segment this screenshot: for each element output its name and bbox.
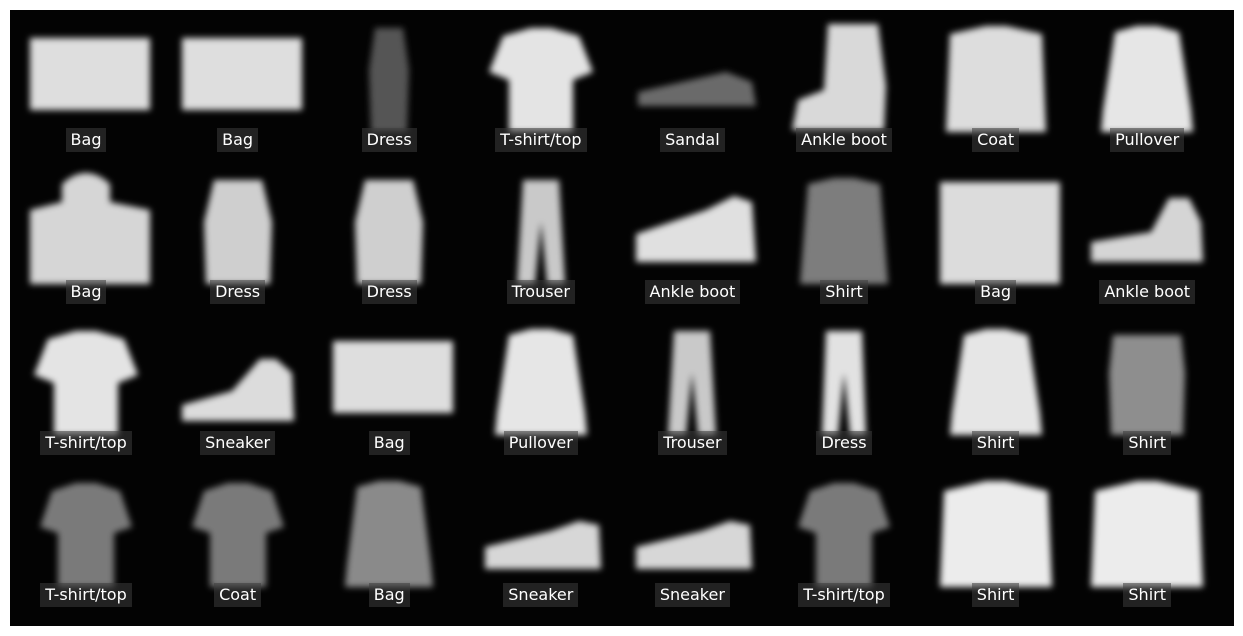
garment-shape: [516, 179, 565, 284]
thumbnail-cell: Bag: [920, 162, 1072, 314]
garment-image: [1109, 335, 1186, 435]
garment-image: [488, 28, 593, 132]
thumbnail-cell: T-shirt/top: [768, 465, 920, 617]
garment-shape: [494, 329, 587, 435]
garment-shape: [636, 195, 757, 262]
thumbnail-cell: Coat: [920, 10, 1072, 162]
thumbnail-cell: Shirt: [1071, 465, 1223, 617]
garment-image: [668, 331, 717, 435]
garment-image: [30, 38, 150, 110]
garment-image: [203, 179, 272, 284]
garment-shape: [800, 177, 888, 284]
garment-image: [1091, 197, 1204, 262]
thumbnail-cell: Dress: [313, 10, 465, 162]
garment-shape: [636, 520, 753, 569]
thumbnail-cell: Shirt: [1071, 313, 1223, 465]
garment-image: [636, 195, 757, 262]
garment-shape: [30, 38, 150, 110]
thumbnail-cell: Trouser: [616, 313, 768, 465]
thumbnail-cell: Sandal: [616, 10, 768, 162]
garment-shape: [355, 179, 424, 284]
garment-image: [949, 329, 1042, 435]
garment-shape: [939, 480, 1052, 587]
garment-image: [939, 181, 1060, 284]
thumbnail-cell: Shirt: [920, 465, 1072, 617]
garment-image: [822, 331, 866, 435]
garment-shape: [203, 179, 272, 284]
thumbnail-cell: Ankle boot: [1071, 162, 1223, 314]
thumbnail-cell: Pullover: [465, 313, 617, 465]
thumbnail-cell: Ankle boot: [768, 10, 920, 162]
garment-image: [638, 72, 757, 106]
thumbnail-cell: Ankle boot: [616, 162, 768, 314]
thumbnail-cell: Dress: [313, 162, 465, 314]
garment-image: [30, 172, 150, 284]
garment-shape: [638, 72, 757, 106]
thumbnail-cell: Coat: [162, 465, 314, 617]
garment-image: [494, 329, 587, 435]
thumbnail-cell: Dress: [768, 313, 920, 465]
garment-image: [945, 26, 1046, 132]
garment-image: [484, 520, 601, 569]
garment-shape: [1091, 197, 1204, 262]
thumbnail-cell: Sneaker: [162, 313, 314, 465]
image-grid: Bag Bag Dress T-shirt/top Sandal Ankle boot Co…: [10, 10, 1234, 626]
garment-shape: [40, 482, 132, 587]
garment-shape: [34, 331, 138, 435]
garment-shape: [191, 482, 284, 587]
garment-image: [1101, 26, 1194, 132]
thumbnail-cell: Sneaker: [616, 465, 768, 617]
garment-image: [333, 341, 454, 413]
garment-shape: [1109, 335, 1186, 435]
thumbnail-cell: Bag: [10, 10, 162, 162]
garment-shape: [1101, 26, 1194, 132]
garment-shape: [30, 172, 150, 284]
garment-shape: [798, 482, 890, 587]
garment-shape: [949, 329, 1042, 435]
thumbnail-cell: Bag: [313, 465, 465, 617]
thumbnail-cell: T-shirt/top: [10, 313, 162, 465]
garment-shape: [488, 28, 593, 132]
garment-image: [1091, 480, 1204, 587]
garment-image: [34, 331, 138, 435]
garment-shape: [945, 26, 1046, 132]
thumbnail-cell: Bag: [313, 313, 465, 465]
garment-image: [369, 28, 410, 132]
garment-shape: [1091, 480, 1204, 587]
garment-shape: [822, 331, 866, 435]
thumbnail-cell: T-shirt/top: [10, 465, 162, 617]
garment-image: [798, 482, 890, 587]
thumbnail-cell: Dress: [162, 162, 314, 314]
garment-shape: [181, 359, 294, 421]
thumbnail-cell: Shirt: [920, 313, 1072, 465]
garment-shape: [333, 341, 454, 413]
garment-shape: [181, 38, 302, 110]
garment-shape: [345, 480, 434, 587]
garment-image: [181, 38, 302, 110]
garment-shape: [484, 520, 601, 569]
thumbnail-cell: Bag: [162, 10, 314, 162]
garment-image: [181, 359, 294, 421]
garment-image: [792, 24, 886, 130]
thumbnail-cell: Shirt: [768, 162, 920, 314]
thumbnail-cell: Bag: [10, 162, 162, 314]
garment-shape: [939, 181, 1060, 284]
thumbnail-cell: Pullover: [1071, 10, 1223, 162]
thumbnail-cell: Trouser: [465, 162, 617, 314]
garment-image: [516, 179, 565, 284]
garment-shape: [369, 28, 410, 132]
garment-shape: [792, 24, 886, 130]
thumbnail-cell: T-shirt/top: [465, 10, 617, 162]
garment-image: [345, 480, 434, 587]
garment-image: [40, 482, 132, 587]
garment-image: [191, 482, 284, 587]
garment-shape: [668, 331, 717, 435]
garment-image: [636, 520, 753, 569]
garment-image: [800, 177, 888, 284]
garment-image: [939, 480, 1052, 587]
thumbnail-cell: Sneaker: [465, 465, 617, 617]
garment-image: [355, 179, 424, 284]
